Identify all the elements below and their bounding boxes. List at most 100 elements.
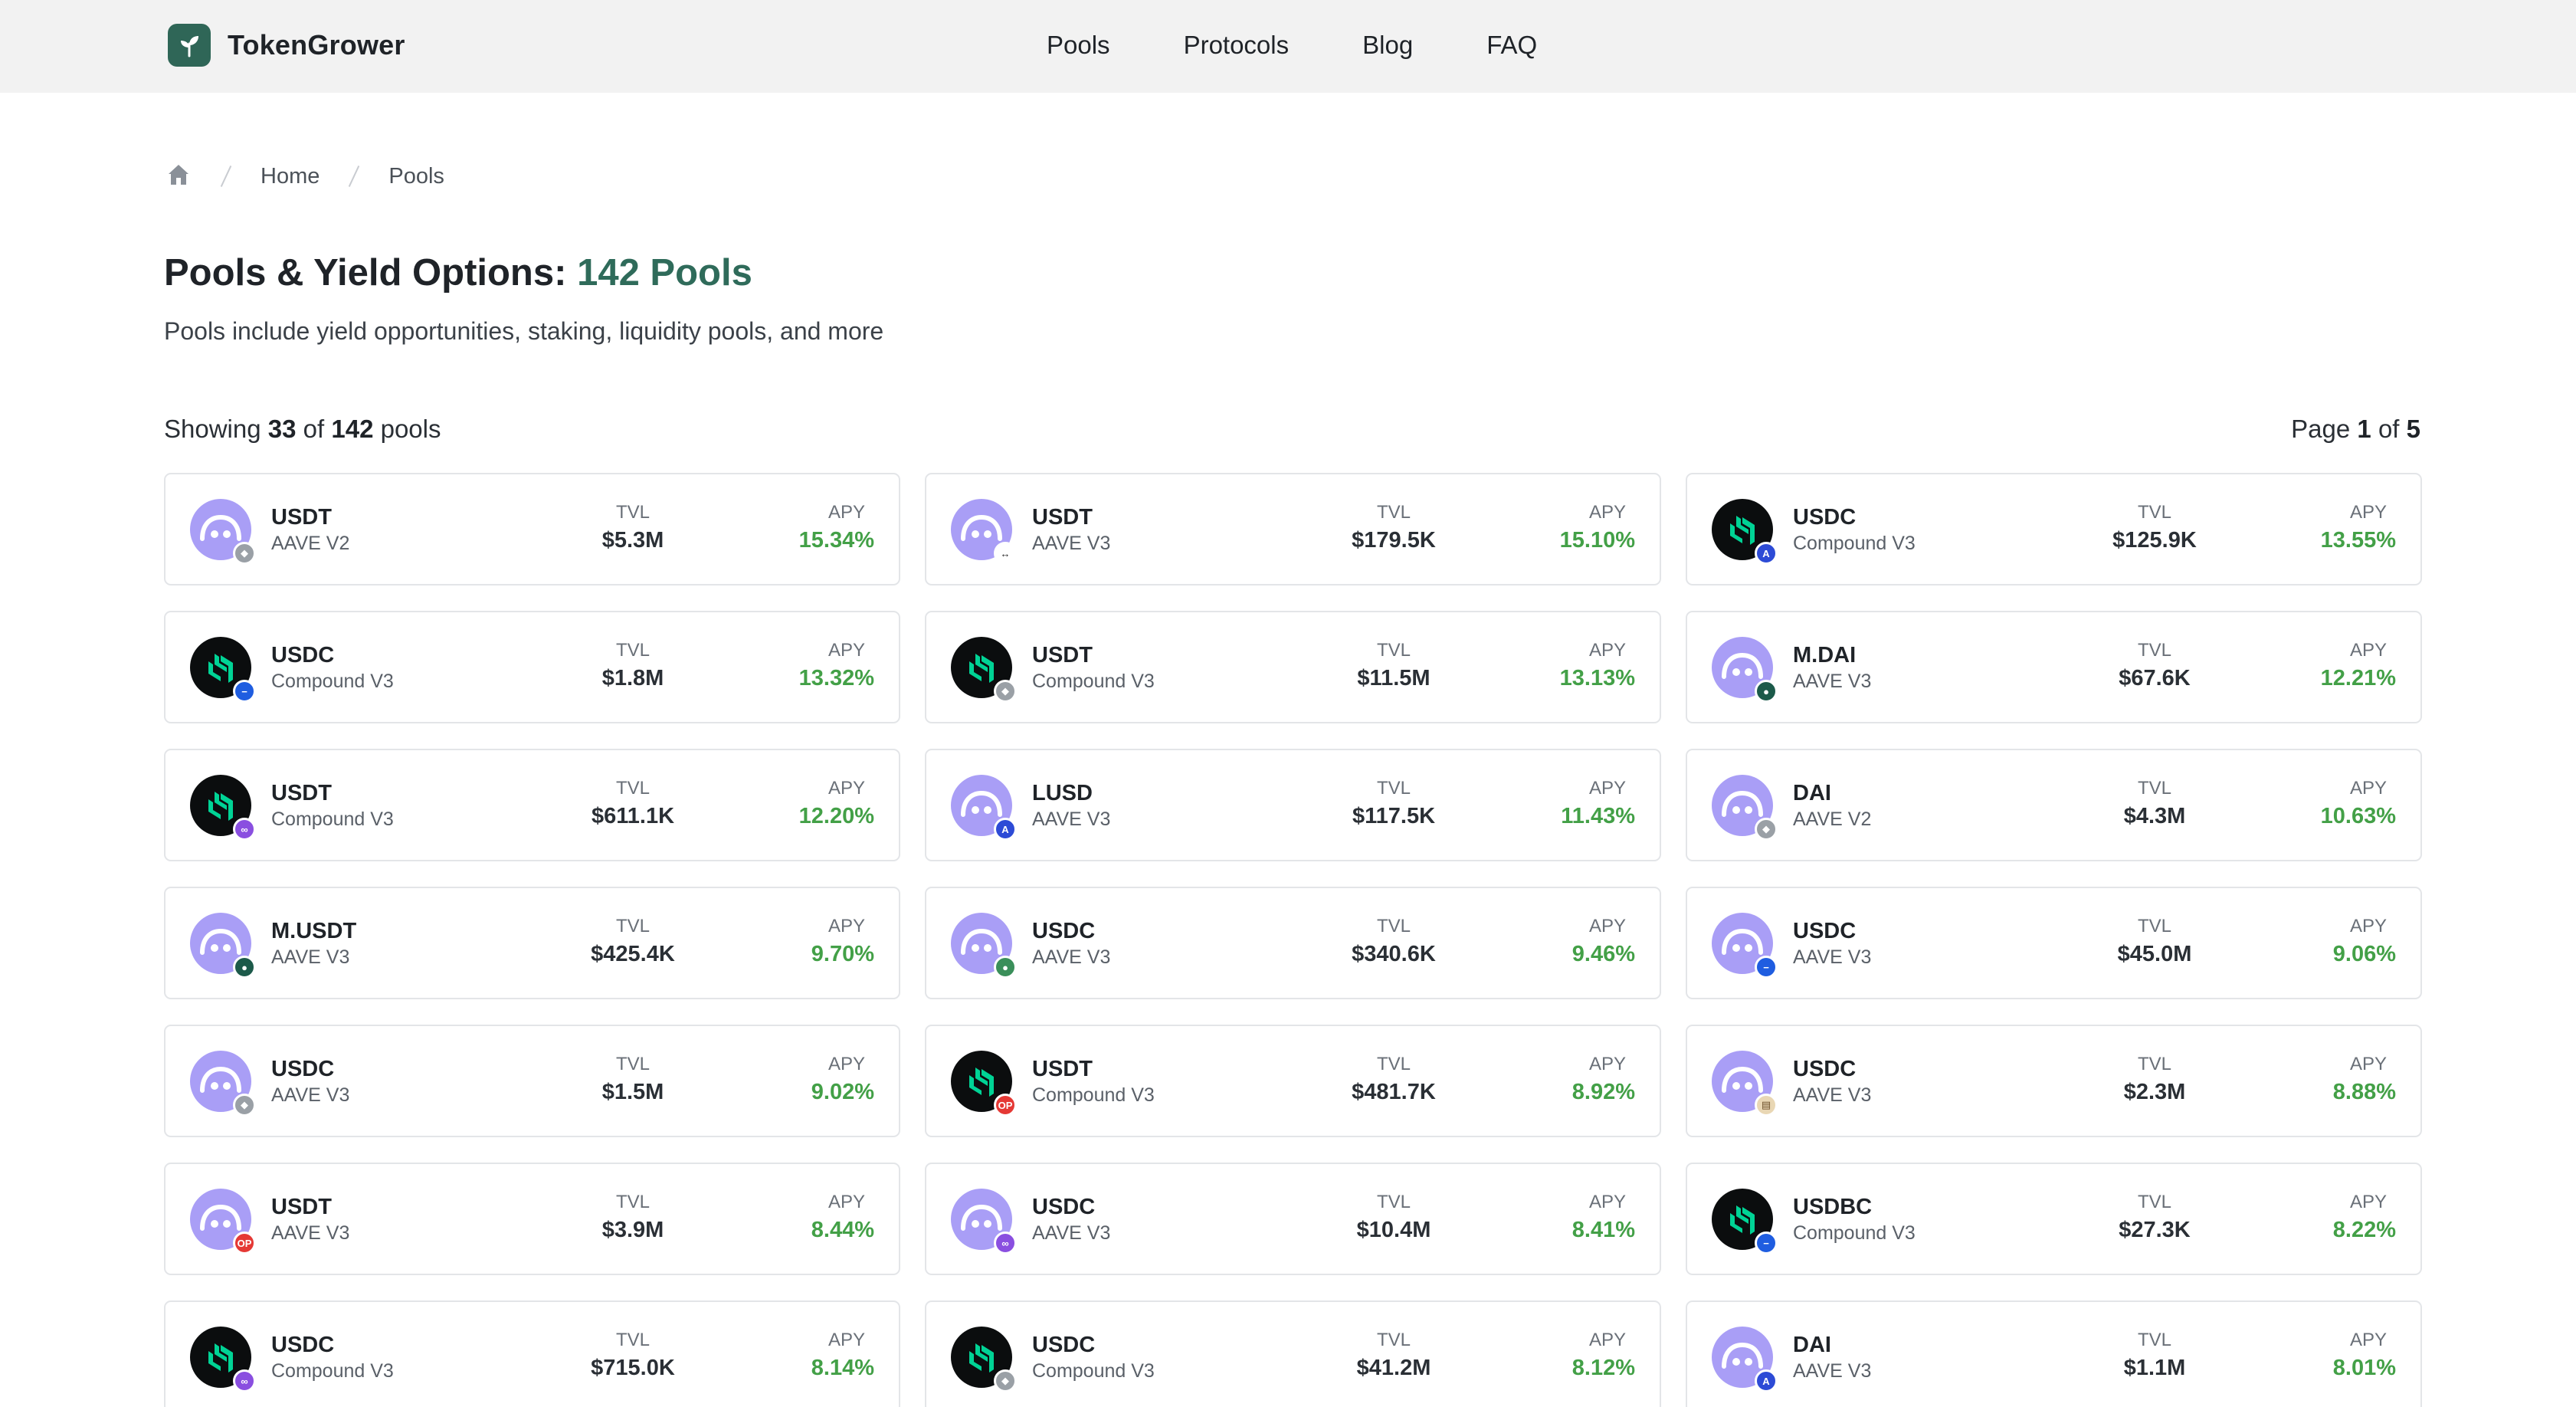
pool-token-name: LUSD [1032,781,1093,805]
pool-avatar: ◆ [190,499,256,565]
tvl-label: TVL [1376,778,1411,799]
pool-tvl: TVL $41.2M [1332,1330,1455,1381]
pool-apy: APY 8.44% [811,1192,874,1243]
pool-card[interactable]: ◆ USDT Compound V3 TVL $11.5M APY 13.13% [925,611,1661,723]
page-title-main: Pools & Yield Options: [164,252,567,294]
pool-avatar: ◆ [951,637,1017,703]
apy-value: 13.55% [2320,528,2396,553]
nav-pools[interactable]: Pools [1047,31,1110,59]
pool-protocol-name: AAVE V3 [271,1084,350,1106]
pool-tvl: TVL $67.6K [2093,640,2216,691]
pool-avatar: ● [190,913,256,979]
pool-apy: APY 8.88% [2333,1054,2396,1105]
pool-card[interactable]: ∞ USDT Compound V3 TVL $611.1K APY 12.20… [164,749,900,861]
pool-card[interactable]: ● USDC AAVE V3 TVL $340.6K APY 9.46% [925,887,1661,999]
apy-value: 8.12% [1571,1356,1635,1380]
tvl-value: $41.2M [1356,1356,1431,1380]
pool-card[interactable]: ∞ USDC AAVE V3 TVL $10.4M APY 8.41% [925,1163,1661,1275]
pool-protocol-name: Compound V3 [1032,1084,1155,1106]
tvl-value: $1.5M [601,1080,664,1104]
arbitrum-chain-icon: A [1755,1369,1778,1392]
tvl-value: $611.1K [591,804,675,828]
pool-protocol-name: Compound V3 [1793,1222,1916,1244]
nav-faq[interactable]: FAQ [1486,31,1538,59]
breadcrumb-home[interactable]: Home [261,163,320,189]
pool-avatar: A [951,775,1017,841]
tvl-label: TVL [615,1192,650,1212]
optimism-chain-icon: OP [233,1232,256,1254]
pool-avatar: ● [951,913,1017,979]
pool-card[interactable]: ● M.DAI AAVE V3 TVL $67.6K APY 12.21% [1686,611,2422,723]
pool-protocol-name: AAVE V3 [1032,946,1111,968]
pool-card[interactable]: A USDC Compound V3 TVL $125.9K APY 13.55… [1686,473,2422,585]
pool-tvl: TVL $179.5K [1332,502,1455,553]
pool-card[interactable]: ◆ USDC AAVE V3 TVL $1.5M APY 9.02% [164,1025,900,1137]
tvl-value: $715.0K [591,1356,675,1380]
apy-label: APY [828,916,865,936]
pool-card[interactable]: ◆ DAI AAVE V2 TVL $4.3M APY 10.63% [1686,749,2422,861]
apy-label: APY [828,1192,865,1212]
home-icon[interactable] [166,162,192,192]
tvl-label: TVL [615,916,650,936]
pool-token-name: USDC [271,1057,335,1081]
pool-card[interactable]: ● M.USDT AAVE V3 TVL $425.4K APY 9.70% [164,887,900,999]
brand-home-link[interactable]: TokenGrower [168,23,405,67]
apy-label: APY [2349,640,2387,661]
pool-avatar: ◆ [190,1051,256,1117]
apy-value: 9.02% [811,1080,874,1104]
apy-label: APY [2349,1054,2387,1074]
apy-value: 13.32% [798,666,874,690]
pool-tvl: TVL $5.3M [572,502,694,553]
pool-card[interactable]: − USDC Compound V3 TVL $1.8M APY 13.32% [164,611,900,723]
pool-protocol-name: AAVE V3 [1793,1084,1872,1106]
pool-tvl: TVL $1.1M [2093,1330,2216,1381]
pool-card[interactable]: A DAI AAVE V3 TVL $1.1M APY 8.01% [1686,1300,2422,1407]
pool-card[interactable]: − USDBC Compound V3 TVL $27.3K APY 8.22% [1686,1163,2422,1275]
apy-value: 8.01% [2332,1356,2396,1380]
pool-card[interactable]: OP USDT AAVE V3 TVL $3.9M APY 8.44% [164,1163,900,1275]
tvl-label: TVL [2137,778,2171,799]
metis-chain-icon: ● [233,956,256,979]
pool-token-name: USDC [1032,1333,1096,1357]
pool-card[interactable]: A LUSD AAVE V3 TVL $117.5K APY 11.43% [925,749,1661,861]
tvl-label: TVL [2137,1330,2171,1350]
ethereum-chain-icon: ◆ [233,542,256,565]
pool-card[interactable]: ↔ USDT AAVE V3 TVL $179.5K APY 15.10% [925,473,1661,585]
pool-protocol-name: Compound V3 [1032,1360,1155,1382]
pool-protocol-name: AAVE V3 [1793,1360,1872,1382]
breadcrumb-separator [349,165,360,188]
tvl-label: TVL [615,640,650,661]
nav-blog[interactable]: Blog [1362,31,1414,59]
pool-card[interactable]: ∞ USDC Compound V3 TVL $715.0K APY 8.14% [164,1300,900,1407]
pool-apy: APY 15.10% [1560,502,1635,553]
tvl-label: TVL [2137,640,2171,661]
pool-protocol-name: AAVE V2 [1793,808,1872,830]
ethereum-chain-icon: ◆ [994,1369,1017,1392]
pool-card[interactable]: ◆ USDT AAVE V2 TVL $5.3M APY 15.34% [164,473,900,585]
apy-value: 15.34% [798,528,874,553]
pool-tvl: TVL $340.6K [1332,916,1455,967]
pool-card[interactable]: ◆ USDC Compound V3 TVL $41.2M APY 8.12% [925,1300,1661,1407]
apy-value: 8.88% [2332,1080,2396,1104]
pool-apy: APY 15.34% [799,502,874,553]
pool-token-name: USDT [271,505,332,530]
pool-card[interactable]: − USDC AAVE V3 TVL $45.0M APY 9.06% [1686,887,2422,999]
pool-protocol-name: Compound V3 [1032,671,1155,692]
apy-value: 8.22% [2332,1218,2396,1242]
pool-apy: APY 13.55% [2321,502,2396,553]
pool-avatar: OP [951,1051,1017,1117]
tvl-label: TVL [1376,916,1411,936]
page-title: Pools & Yield Options: 142 Pools [164,251,752,294]
nav-protocols[interactable]: Protocols [1183,31,1290,59]
pool-card[interactable]: ▤ USDC AAVE V3 TVL $2.3M APY 8.88% [1686,1025,2422,1137]
tvl-value: $425.4K [591,942,675,966]
pool-tvl: TVL $481.7K [1332,1054,1455,1105]
arbitrum-chain-icon: A [1755,542,1778,565]
tvl-value: $11.5M [1357,666,1431,690]
pool-token-name: USDC [1032,1195,1096,1219]
pool-protocol-name: AAVE V3 [1032,1222,1111,1244]
pool-card[interactable]: OP USDT Compound V3 TVL $481.7K APY 8.92… [925,1025,1661,1137]
tvl-label: TVL [1376,1192,1411,1212]
tvl-label: TVL [1376,502,1411,523]
pool-avatar: A [1712,1327,1778,1392]
